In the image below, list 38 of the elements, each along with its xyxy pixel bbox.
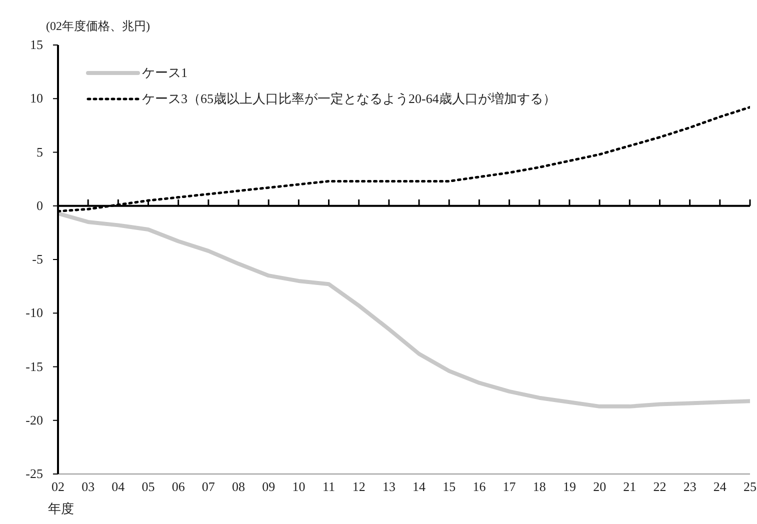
y-tick-label: 10 xyxy=(30,90,43,106)
x-tick-label: 02 xyxy=(52,479,64,494)
x-tick-label: 09 xyxy=(262,479,276,494)
x-tick-label: 15 xyxy=(442,479,456,494)
x-tick-label: 24 xyxy=(713,479,727,494)
y-tick-label: -10 xyxy=(26,305,43,320)
x-tick-label: 05 xyxy=(142,479,155,494)
x-tick-label: 10 xyxy=(292,479,306,494)
x-tick-label: 03 xyxy=(82,479,95,494)
x-tick-label: 17 xyxy=(502,479,516,494)
x-tick-label: 11 xyxy=(322,479,336,494)
y-tick-label: 5 xyxy=(36,144,43,160)
x-tick-label: 12 xyxy=(352,479,366,494)
x-tick-label: 20 xyxy=(593,479,606,494)
x-tick-label: 18 xyxy=(532,479,546,494)
y-tick-label: 0 xyxy=(36,198,43,213)
x-tick-label: 23 xyxy=(683,479,696,494)
x-tick-label: 06 xyxy=(172,479,186,494)
y-tick-label: -5 xyxy=(32,252,43,266)
x-tick-label: 19 xyxy=(562,479,576,494)
x-tick-label: 22 xyxy=(653,479,666,494)
x-tick-label: 16 xyxy=(472,479,486,494)
y-tick-label: -20 xyxy=(26,412,43,428)
y-axis-title: (02年度価格、兆円) xyxy=(46,18,150,35)
x-tick-label: 21 xyxy=(623,479,636,494)
line-series xyxy=(58,211,750,408)
x-tick-label: 13 xyxy=(382,479,396,494)
x-tick-label: 08 xyxy=(232,479,246,494)
y-tick-label: -25 xyxy=(26,466,43,481)
x-tick-label: 04 xyxy=(112,479,126,494)
legend-label: ケース3（65歳以上人口比率が一定となるよう20-64歳人口が増加する） xyxy=(142,90,556,108)
y-tick-label: -15 xyxy=(26,358,43,374)
x-tick-label: 25 xyxy=(744,479,756,494)
y-tick-label: 15 xyxy=(30,37,43,52)
x-axis-title: 年度 xyxy=(48,500,74,518)
x-tick-label: 14 xyxy=(412,479,426,494)
x-tick-label: 07 xyxy=(202,479,216,494)
legend-label: ケース1 xyxy=(142,64,188,82)
